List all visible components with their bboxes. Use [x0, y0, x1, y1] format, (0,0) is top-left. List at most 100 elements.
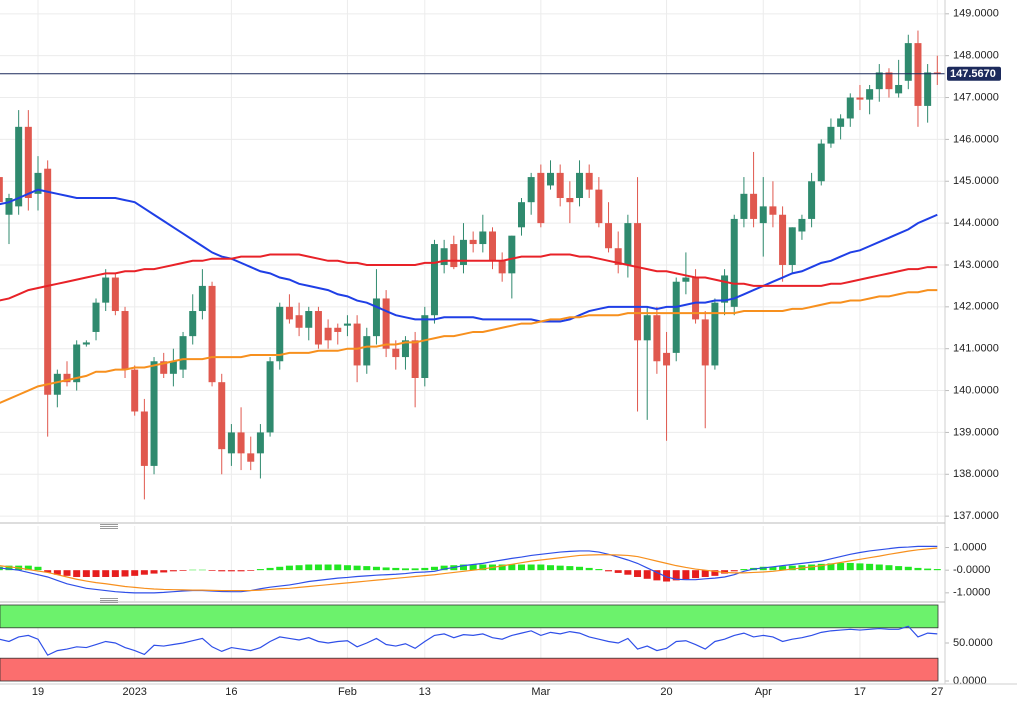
candle-body: [353, 323, 361, 366]
candle-body: [15, 126, 23, 207]
histogram-bar: [672, 570, 680, 581]
candle-body: [498, 260, 506, 274]
histogram-bar: [585, 567, 593, 571]
histogram-bar: [34, 566, 42, 571]
histogram-bar: [895, 566, 903, 571]
candle-body: [556, 172, 564, 198]
histogram-bar: [53, 570, 61, 575]
x-tick-label: 16: [225, 686, 237, 698]
y-tick-label: 140.0000: [953, 384, 999, 396]
candle-body: [721, 275, 729, 303]
x-tick-label: Apr: [755, 686, 772, 698]
indicator-line: [0, 547, 938, 592]
histogram-bar: [82, 570, 90, 577]
candle-body: [537, 172, 545, 224]
candle-body: [518, 202, 525, 228]
histogram-bar: [353, 565, 361, 571]
y-tick-label: 139.0000: [953, 426, 999, 438]
candle-body: [324, 327, 332, 341]
candle-body: [285, 306, 293, 320]
moving-average: [0, 188, 938, 323]
candle-body: [372, 298, 380, 337]
indicator-line: [0, 545, 938, 594]
histogram-bar: [24, 565, 32, 571]
candle-body: [0, 177, 3, 203]
axes: 19 2023 16 Feb 13 Mar 20 Apr 17 27 137.0000 138.000…: [32, 8, 1001, 698]
histogram-bar: [218, 570, 226, 572]
candle-body: [817, 143, 825, 182]
candle-body: [179, 336, 187, 370]
histogram-bar: [730, 570, 738, 572]
histogram-bar: [150, 570, 158, 574]
candle-body: [508, 235, 516, 274]
histogram-bar: [875, 564, 883, 571]
candle-body: [392, 348, 400, 358]
x-tick-label: 20: [660, 686, 672, 698]
histogram-bar: [382, 567, 390, 571]
candle-body: [256, 432, 264, 454]
candle-body: [82, 342, 90, 345]
histogram-bar: [314, 564, 322, 571]
y-tick-label: 145.0000: [953, 175, 999, 187]
histogram-bar: [924, 568, 932, 571]
candle-body: [682, 277, 690, 282]
histogram-bar: [866, 563, 874, 571]
histogram-bar: [363, 566, 371, 571]
candle-body: [73, 344, 81, 383]
candle-body: [295, 315, 303, 328]
histogram-bar: [401, 568, 409, 571]
histogram-bar: [411, 568, 419, 571]
y-tick-label: 1.0000: [953, 541, 987, 553]
candle-body: [334, 327, 342, 332]
histogram-bar: [44, 570, 52, 573]
candle-body: [837, 118, 845, 127]
histogram-bar: [372, 566, 380, 571]
candle-body: [430, 244, 438, 316]
candle-body: [450, 244, 458, 268]
y-tick-label: 148.0000: [953, 50, 999, 62]
candle-body: [566, 198, 574, 203]
histogram-bar: [169, 570, 177, 572]
x-tick-label: 2023: [122, 686, 146, 698]
panel-handle[interactable]: [100, 524, 118, 529]
y-tick-label: 141.0000: [953, 343, 999, 355]
candle-body: [576, 172, 584, 198]
histogram-bar: [846, 562, 854, 571]
candle-body: [701, 319, 709, 366]
histogram-bar: [643, 570, 651, 579]
candle-body: [121, 311, 129, 370]
candle-body: [131, 369, 139, 412]
candle-body: [672, 281, 680, 353]
histogram-bar: [856, 563, 864, 571]
candle-body: [276, 306, 284, 362]
histogram-bar: [121, 570, 129, 577]
histogram-bar: [421, 567, 429, 571]
candle-body: [624, 223, 632, 265]
candle-body: [343, 323, 351, 326]
histogram-bar: [817, 563, 825, 571]
histogram-bar: [779, 566, 787, 571]
x-tick-label: Feb: [338, 686, 357, 698]
candle-body: [102, 277, 110, 303]
candle-body: [189, 311, 197, 337]
histogram-bar: [914, 567, 922, 571]
candle-body: [663, 352, 671, 366]
candle-body: [769, 206, 777, 215]
histogram-bar: [595, 569, 603, 571]
candle-body: [846, 97, 854, 119]
candle-body: [411, 340, 419, 378]
histogram-bar: [63, 570, 71, 576]
candle-body: [63, 373, 71, 383]
histogram-bar: [285, 565, 293, 571]
histogram-bar: [566, 566, 574, 571]
candle-body: [895, 84, 903, 94]
histogram-bar: [160, 570, 168, 573]
histogram-bar: [459, 564, 467, 571]
y-tick-label: 137.0000: [953, 510, 999, 522]
histogram-bar: [102, 570, 110, 577]
histogram-bar: [498, 564, 506, 571]
panel-handle[interactable]: [100, 598, 118, 603]
candle-body: [933, 72, 941, 74]
